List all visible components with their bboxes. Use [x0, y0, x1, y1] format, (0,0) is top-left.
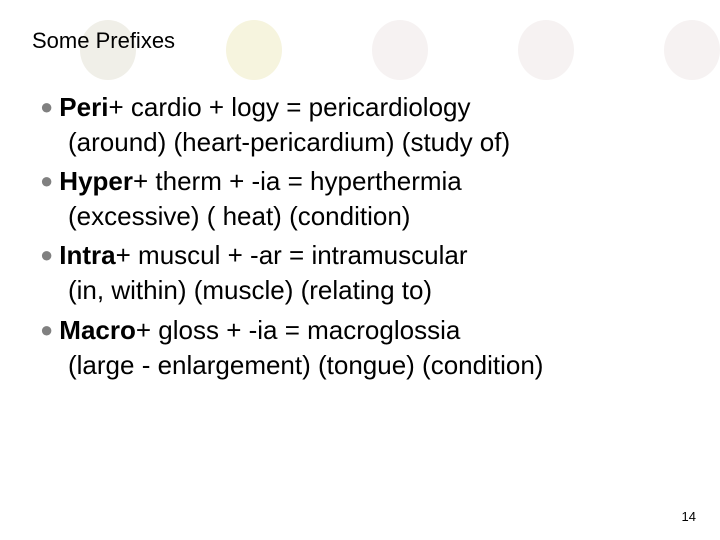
- bullet-icon: ●: [40, 92, 53, 122]
- list-item: ● Hyper + therm + -ia = hyperthermia (ex…: [40, 164, 690, 234]
- prefix-text: Macro: [59, 313, 136, 348]
- content-area: ● Peri + cardio + logy = pericardiology …: [40, 90, 690, 387]
- prefix-text: Hyper: [59, 164, 133, 199]
- item-formula-line: ● Macro + gloss + -ia = macroglossia: [40, 313, 690, 348]
- page-number: 14: [682, 509, 696, 524]
- meaning-text: (in, within) (muscle) (relating to): [68, 273, 690, 308]
- formula-text: + muscul + -ar = intramuscular: [116, 238, 468, 273]
- meaning-text: (excessive) ( heat) (condition): [68, 199, 690, 234]
- list-item: ● Peri + cardio + logy = pericardiology …: [40, 90, 690, 160]
- formula-text: + gloss + -ia = macroglossia: [136, 313, 460, 348]
- meaning-text: (around) (heart-pericardium) (study of): [68, 125, 690, 160]
- bullet-icon: ●: [40, 315, 53, 345]
- circle-5: [664, 20, 720, 80]
- item-formula-line: ● Hyper + therm + -ia = hyperthermia: [40, 164, 690, 199]
- circle-4: [518, 20, 574, 80]
- item-formula-line: ● Peri + cardio + logy = pericardiology: [40, 90, 690, 125]
- list-item: ● Macro + gloss + -ia = macroglossia (la…: [40, 313, 690, 383]
- slide-title: Some Prefixes: [32, 28, 175, 54]
- bullet-icon: ●: [40, 166, 53, 196]
- prefix-text: Peri: [59, 90, 108, 125]
- prefix-text: Intra: [59, 238, 115, 273]
- list-item: ● Intra + muscul + -ar = intramuscular (…: [40, 238, 690, 308]
- formula-text: + cardio + logy = pericardiology: [108, 90, 470, 125]
- meaning-text: (large - enlargement) (tongue) (conditio…: [68, 348, 690, 383]
- formula-text: + therm + -ia = hyperthermia: [133, 164, 462, 199]
- circle-3: [372, 20, 428, 80]
- bullet-icon: ●: [40, 240, 53, 270]
- item-formula-line: ● Intra + muscul + -ar = intramuscular: [40, 238, 690, 273]
- circle-2: [226, 20, 282, 80]
